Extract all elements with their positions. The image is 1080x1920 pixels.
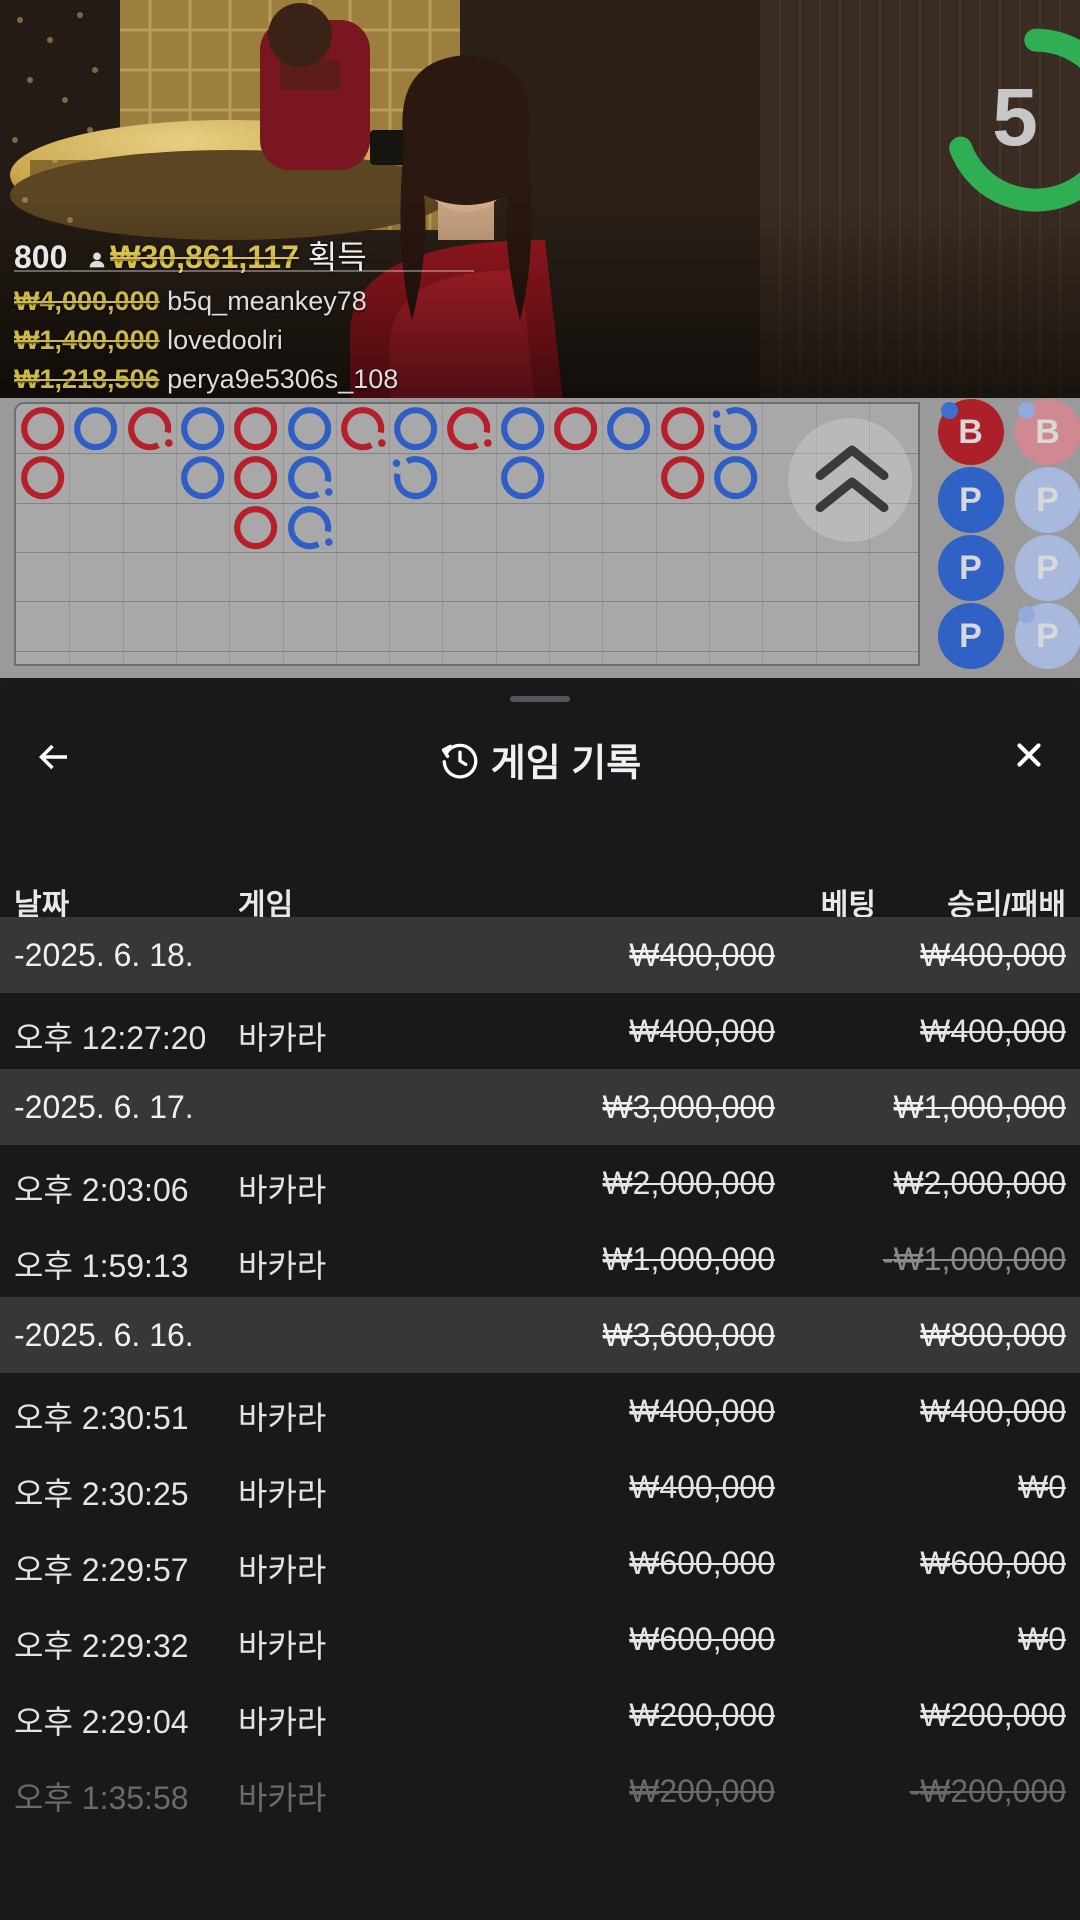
svg-text:5: 5 <box>992 72 1038 163</box>
